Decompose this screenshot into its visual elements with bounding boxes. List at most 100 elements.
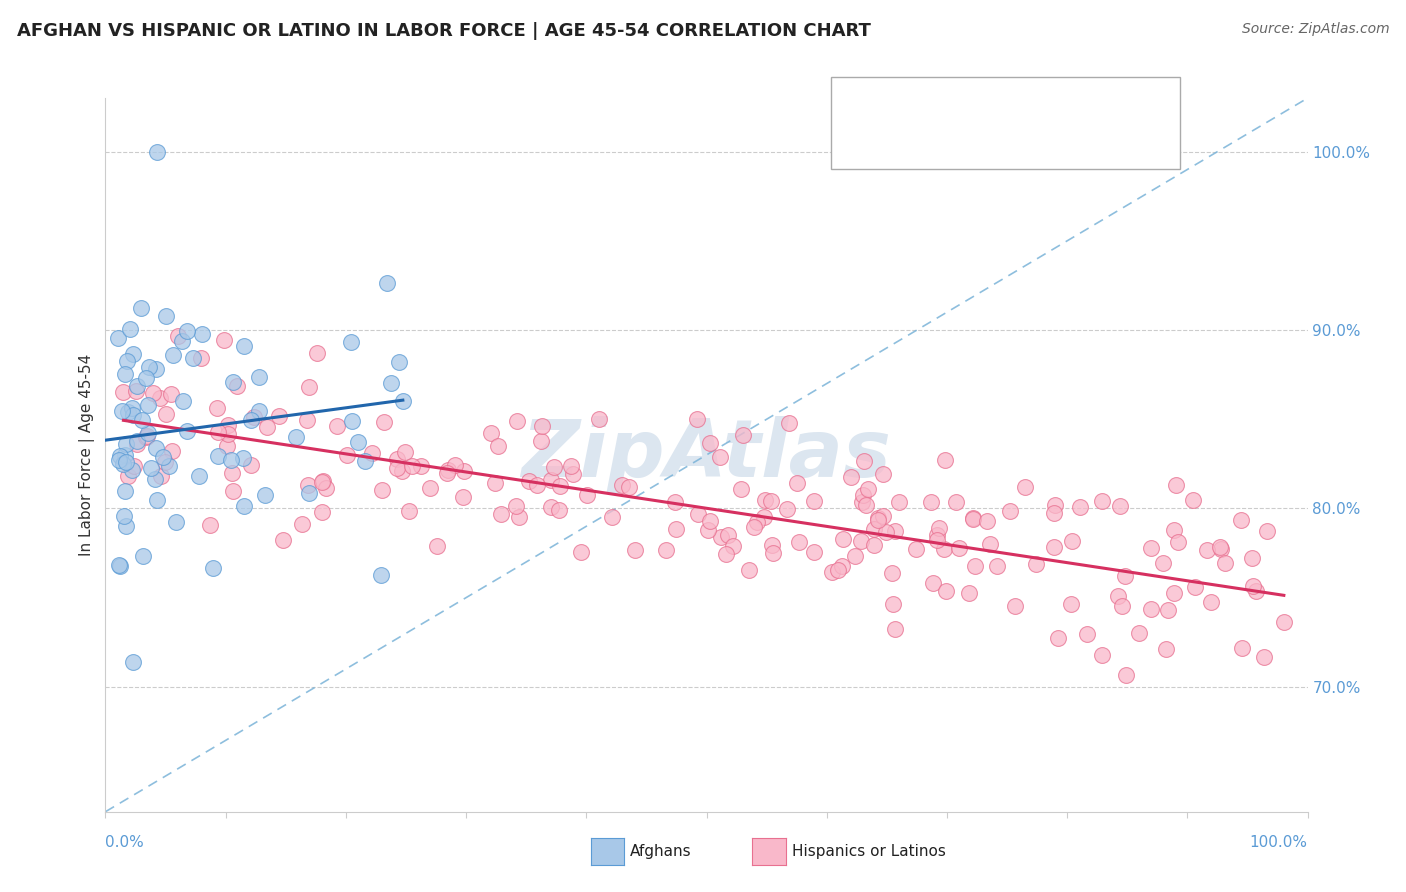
Point — [882, 598, 904, 612]
Point — [920, 495, 942, 509]
Point — [776, 502, 799, 516]
Point — [139, 460, 162, 475]
Point — [1167, 535, 1189, 549]
Point — [172, 334, 194, 349]
Point — [803, 494, 825, 508]
Point — [849, 534, 872, 549]
Point — [221, 466, 243, 480]
Point — [588, 412, 610, 426]
Point — [198, 517, 221, 532]
Point — [453, 464, 475, 478]
Point — [155, 455, 177, 469]
Point — [127, 379, 149, 393]
Point — [957, 586, 980, 600]
Point — [108, 558, 131, 573]
Point — [385, 461, 408, 475]
Point — [721, 539, 744, 553]
Point — [353, 454, 375, 468]
Point — [115, 353, 138, 368]
Point — [391, 465, 413, 479]
Point — [111, 457, 134, 471]
Point — [191, 326, 214, 341]
Point — [745, 515, 768, 529]
Point — [176, 424, 198, 438]
Point — [714, 548, 737, 562]
Point — [1000, 504, 1022, 518]
Text: R =   0.131   N =   71: R = 0.131 N = 71 — [897, 95, 1076, 112]
Point — [373, 415, 395, 429]
Point — [866, 513, 889, 527]
Point — [162, 348, 184, 362]
Point — [112, 508, 135, 523]
Point — [1114, 569, 1136, 583]
Point — [157, 459, 180, 474]
Point — [733, 428, 755, 442]
Point — [112, 385, 135, 400]
Point — [425, 540, 447, 554]
Point — [1004, 599, 1026, 614]
Point — [1043, 540, 1066, 554]
Point — [297, 478, 319, 492]
Point — [247, 370, 270, 384]
Point — [685, 411, 707, 425]
Point — [1140, 541, 1163, 555]
Point — [145, 442, 167, 456]
Point — [934, 542, 956, 557]
Point — [479, 425, 502, 440]
Point — [155, 407, 177, 421]
Point — [135, 370, 157, 384]
Point — [125, 384, 148, 399]
Point — [709, 450, 731, 465]
Point — [927, 533, 949, 547]
Point — [311, 475, 333, 489]
Point — [1272, 615, 1295, 630]
Point — [122, 655, 145, 669]
Point — [945, 495, 967, 509]
Point — [117, 468, 139, 483]
Point — [623, 543, 645, 558]
Point — [138, 359, 160, 374]
Point — [831, 559, 853, 574]
Point — [540, 473, 562, 487]
Point — [761, 538, 783, 552]
Point — [489, 508, 512, 522]
Point — [517, 474, 540, 488]
Point — [132, 549, 155, 563]
Point — [217, 439, 239, 453]
Point — [131, 413, 153, 427]
Point — [887, 495, 910, 509]
Point — [866, 511, 889, 525]
Point — [217, 427, 239, 442]
Point — [121, 463, 143, 477]
Point — [1043, 498, 1066, 512]
Point — [962, 512, 984, 526]
Point — [852, 488, 875, 502]
Point — [875, 524, 897, 539]
Point — [125, 437, 148, 451]
Point — [176, 324, 198, 338]
Point — [986, 559, 1008, 574]
Point — [411, 459, 433, 474]
Point — [387, 451, 409, 466]
Point — [247, 404, 270, 418]
Point — [1215, 556, 1237, 570]
Point — [121, 401, 143, 415]
Point — [150, 469, 173, 483]
Point — [205, 401, 228, 415]
Point — [699, 514, 721, 528]
Point — [1091, 493, 1114, 508]
Point — [1060, 597, 1083, 611]
Point — [437, 463, 460, 477]
Point — [232, 450, 254, 465]
Point — [962, 511, 984, 525]
Point — [664, 495, 686, 509]
Point — [1157, 603, 1180, 617]
Point — [1240, 551, 1263, 566]
Point — [927, 528, 949, 542]
Point — [114, 368, 136, 382]
Point — [1115, 668, 1137, 682]
Point — [380, 376, 402, 391]
Point — [686, 507, 709, 521]
Point — [370, 483, 392, 497]
Point — [129, 301, 152, 316]
